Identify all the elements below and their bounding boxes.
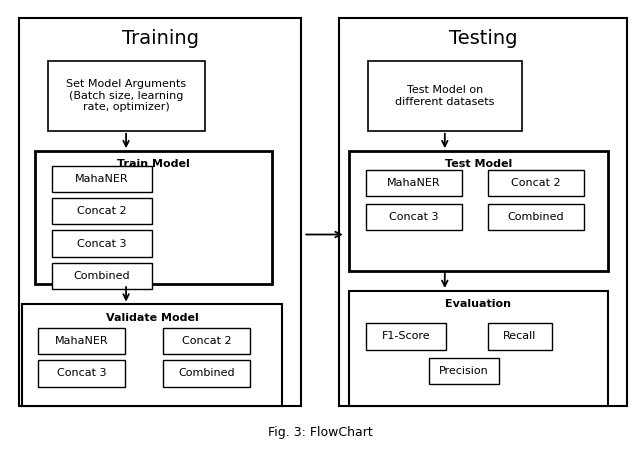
Bar <box>22 304 282 406</box>
Text: Evaluation: Evaluation <box>445 299 511 309</box>
Bar <box>38 328 125 354</box>
Text: Training: Training <box>122 29 198 48</box>
Text: Testing: Testing <box>449 29 518 48</box>
Bar <box>38 360 125 387</box>
Text: Concat 2: Concat 2 <box>511 178 561 188</box>
Text: Precision: Precision <box>439 366 489 376</box>
Bar <box>19 18 301 406</box>
Text: Combined: Combined <box>508 212 564 222</box>
Text: MahaNER: MahaNER <box>76 174 129 184</box>
Text: Concat 3: Concat 3 <box>57 368 106 378</box>
Text: Concat 2: Concat 2 <box>182 336 231 346</box>
Text: Fig. 3: FlowChart: Fig. 3: FlowChart <box>268 427 372 439</box>
Bar <box>366 204 462 230</box>
Bar <box>339 18 627 406</box>
Bar <box>368 61 522 131</box>
Bar <box>52 166 152 192</box>
Bar <box>429 358 499 384</box>
Bar <box>52 198 152 224</box>
Bar <box>52 263 152 289</box>
Bar <box>488 323 552 350</box>
Text: F1-Score: F1-Score <box>382 331 430 341</box>
Bar <box>488 204 584 230</box>
Bar <box>349 291 608 406</box>
Bar <box>366 170 462 196</box>
Text: Train Model: Train Model <box>117 159 190 169</box>
Text: Test Model: Test Model <box>445 159 512 169</box>
Text: Test Model on
different datasets: Test Model on different datasets <box>395 85 495 106</box>
Bar <box>35 151 272 284</box>
Text: MahaNER: MahaNER <box>387 178 441 188</box>
Text: Concat 3: Concat 3 <box>77 239 127 249</box>
Text: Recall: Recall <box>503 331 536 341</box>
Bar <box>349 151 608 271</box>
Bar <box>52 230 152 257</box>
Text: Validate Model: Validate Model <box>106 313 198 322</box>
Bar <box>163 360 250 387</box>
Text: Concat 3: Concat 3 <box>389 212 439 222</box>
Text: Combined: Combined <box>178 368 235 378</box>
Bar <box>48 61 205 131</box>
Bar <box>488 170 584 196</box>
Bar <box>163 328 250 354</box>
Text: Set Model Arguments
(Batch size, learning
rate, optimizer): Set Model Arguments (Batch size, learnin… <box>67 79 186 112</box>
Text: Concat 2: Concat 2 <box>77 206 127 216</box>
Text: MahaNER: MahaNER <box>55 336 108 346</box>
Bar <box>366 323 446 350</box>
Text: Combined: Combined <box>74 271 131 281</box>
